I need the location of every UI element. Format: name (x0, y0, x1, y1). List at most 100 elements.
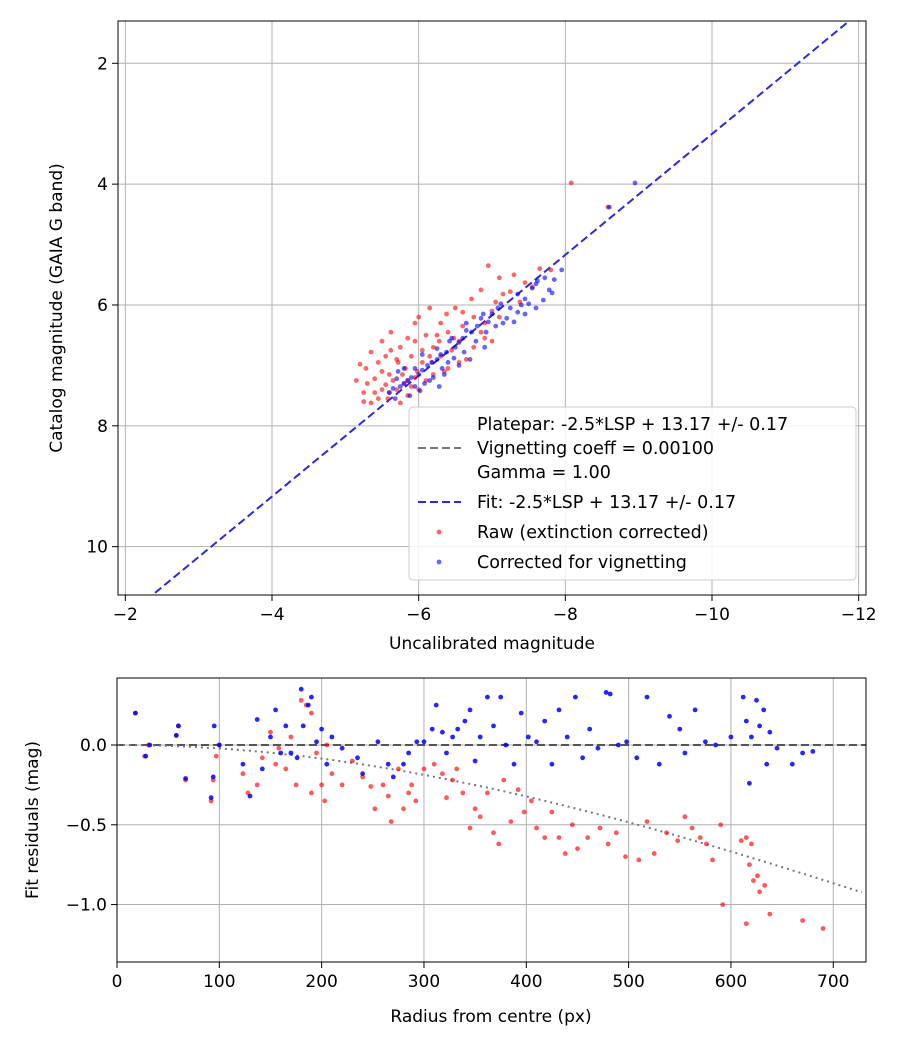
raw-point (390, 378, 396, 383)
residuals-x-tick-label: 200 (305, 972, 337, 992)
corrected-point (483, 329, 489, 335)
raw-point (469, 296, 474, 302)
corrected-residual-point (429, 726, 435, 732)
residuals-x-tick-label: 700 (817, 972, 849, 992)
corrected-residual-point (677, 726, 683, 732)
raw-residual-point (380, 782, 386, 788)
raw-point (496, 275, 502, 281)
raw-point (361, 399, 367, 405)
raw-residual-point (651, 851, 657, 856)
raw-residual-point (472, 806, 478, 812)
raw-point (419, 360, 425, 365)
legend-fit: Fit: -2.5*LSP + 13.17 +/- 0.17 (477, 493, 736, 513)
raw-point (478, 287, 484, 293)
corrected-point (489, 311, 495, 317)
corrected-residual-point (656, 761, 662, 767)
corrected-point (542, 275, 548, 281)
raw-point (368, 349, 374, 355)
corrected-residual-point (634, 755, 640, 761)
corrected-point (473, 338, 479, 344)
raw-residual-point (542, 835, 548, 840)
corrected-residual-point (208, 795, 214, 801)
raw-residual-point (368, 784, 374, 789)
raw-point (548, 267, 554, 273)
raw-point (363, 366, 369, 371)
raw-residual-point (718, 822, 724, 828)
raw-residual-point (440, 771, 445, 777)
raw-residual-point (460, 790, 466, 796)
residuals-x-tick-label: 100 (203, 972, 235, 992)
corrected-point (540, 297, 546, 303)
corrected-residual-point (511, 761, 517, 767)
corrected-residual-point (556, 707, 562, 713)
raw-point (379, 338, 385, 344)
raw-residual-point (644, 819, 650, 824)
raw-residual-point (413, 798, 419, 804)
raw-residual-point (298, 697, 304, 703)
raw-point (388, 347, 394, 353)
raw-residual-point (431, 761, 437, 767)
calibration-x-tick-label: −2 (113, 605, 138, 625)
calibration-plot: −2 −4 −6 −8 −10 −12 2 4 6 8 10 Uncalibrated magni… (47, 20, 877, 654)
raw-residual-point (276, 745, 282, 751)
legend-gamma: Gamma = 1.00 (477, 463, 611, 483)
raw-residual-point (409, 782, 415, 788)
corrected-residual-point (810, 749, 816, 754)
corrected-point (451, 355, 457, 361)
calibration-axes-frame (117, 20, 867, 596)
corrected-point (429, 360, 435, 365)
raw-residual-point (496, 841, 502, 847)
raw-point (400, 372, 405, 377)
corrected-point (417, 388, 423, 394)
corrected-point (515, 291, 521, 297)
legend-raw-marker (436, 529, 442, 535)
corrected-residual-point (764, 761, 770, 767)
raw-residual-point (682, 814, 688, 820)
corrected-point (515, 309, 521, 315)
corrected-point (456, 363, 462, 368)
raw-point (412, 320, 418, 326)
raw-residual-point (675, 838, 681, 844)
raw-residual-point (529, 798, 534, 804)
corrected-residual-point (294, 755, 300, 761)
raw-residual-point (288, 734, 294, 740)
corrected-point (493, 323, 499, 329)
raw-residual-point (710, 857, 715, 863)
raw-residual-point (319, 782, 324, 788)
corrected-residual-point (176, 723, 181, 729)
corrected-residual-point (498, 694, 504, 700)
raw-residual-point (339, 782, 345, 788)
raw-point (385, 396, 391, 401)
corrected-residual-point (216, 742, 222, 748)
raw-residual-point (401, 806, 406, 812)
corrected-residual-point (587, 726, 593, 732)
calibration-x-ticks: −2 −4 −6 −8 −10 −12 (113, 595, 877, 625)
raw-residual-point (213, 753, 219, 759)
corrected-residual-point (467, 707, 473, 713)
corrected-point (546, 287, 552, 293)
corrected-residual-point (444, 750, 449, 756)
raw-point (361, 390, 367, 395)
raw-point (395, 360, 401, 365)
raw-residual-point (421, 766, 427, 772)
raw-point (386, 372, 392, 377)
corrected-residual-point (143, 753, 149, 759)
corrected-point (498, 301, 504, 307)
residuals-x-tick-label: 0 (112, 972, 123, 992)
raw-point (511, 272, 517, 278)
corrected-residual-point (518, 710, 524, 716)
residuals-y-ticks: 0.0 −0.5 −1.0 (66, 736, 117, 916)
raw-residual-point (406, 790, 411, 796)
raw-residual-point (800, 918, 805, 923)
raw-point (444, 311, 449, 317)
raw-residual-point (444, 795, 449, 801)
corrected-point (533, 305, 539, 311)
corrected-point (407, 393, 413, 398)
calibration-x-tick-label: −8 (553, 605, 578, 625)
corrected-point (518, 302, 524, 308)
corrected-point (425, 363, 430, 368)
corrected-residual-point (360, 771, 365, 777)
corrected-point (504, 315, 510, 321)
raw-residual-point (743, 835, 749, 840)
